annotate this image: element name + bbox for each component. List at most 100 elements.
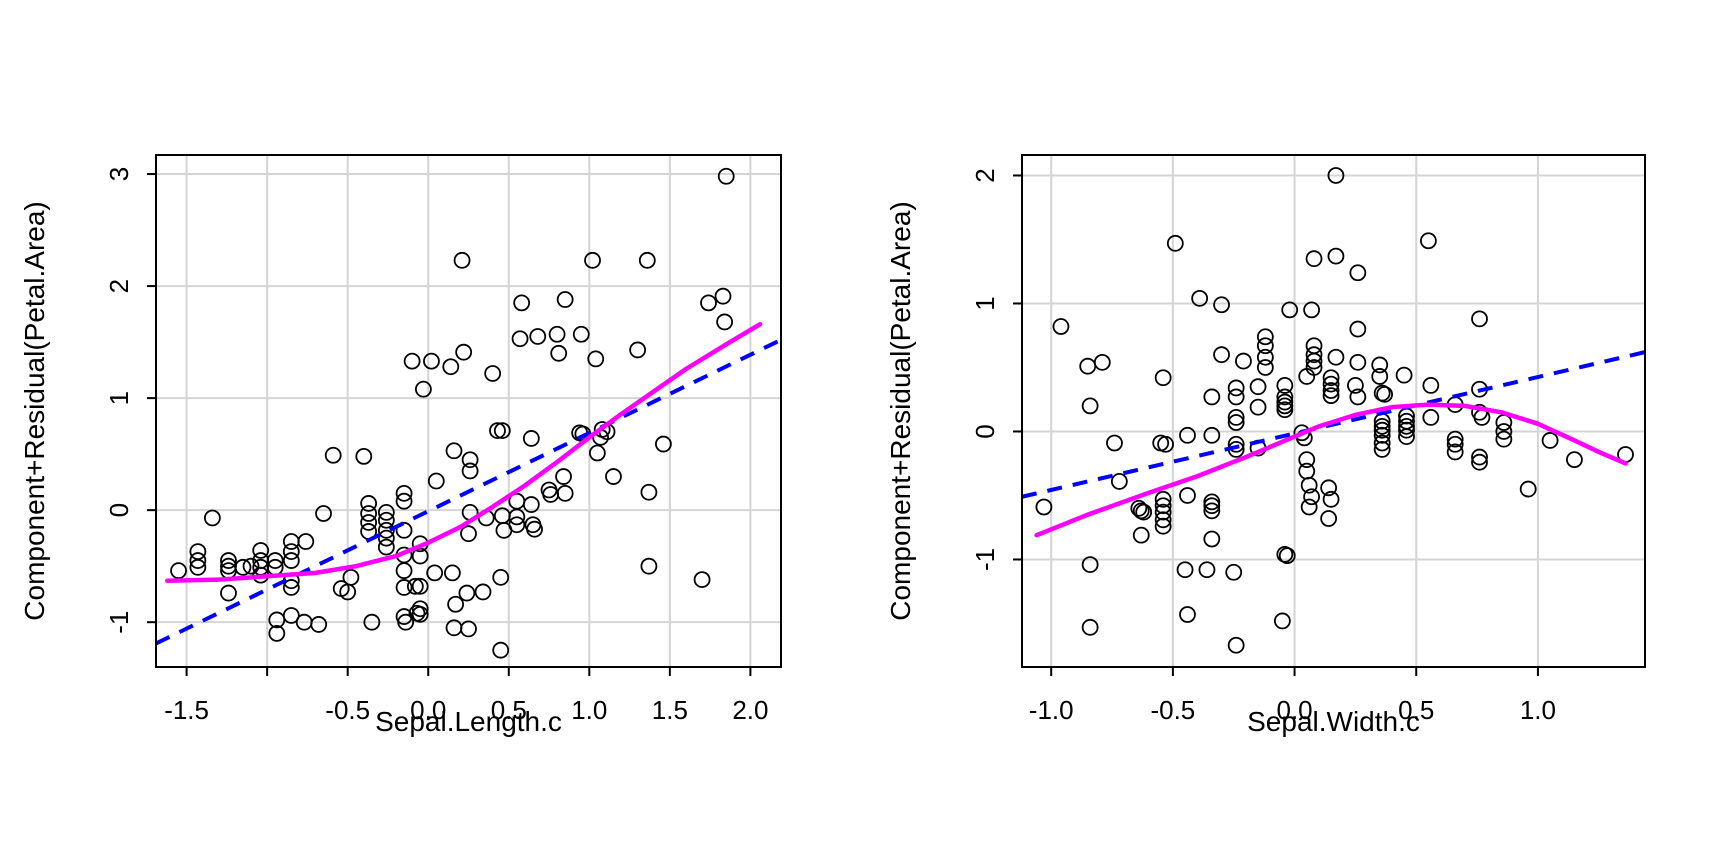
data-point [268,624,286,642]
data-point [377,503,395,521]
data-point [529,328,547,345]
data-point [556,291,574,308]
data-point [403,352,421,370]
x-tick-label: 0.5 [491,695,527,725]
data-point [1130,499,1148,517]
data-point [397,613,415,631]
data-point [458,584,476,602]
data-point [588,444,606,462]
data-point [360,495,378,512]
data-point [411,605,429,623]
data-point [1132,526,1150,544]
data-point [377,521,395,539]
data-point [411,600,429,618]
data-point [324,446,342,464]
data-point [377,529,395,547]
data-point [1519,480,1537,498]
data-point [1176,561,1194,579]
data-point [1154,497,1172,515]
data-point [1256,337,1274,355]
y-axis-title: Component+Residual(Petal.Area) [19,201,50,620]
data-point [1471,453,1488,471]
least-squares-line [155,338,782,646]
data-point [1227,408,1245,426]
data-point [1420,232,1437,250]
data-point [700,294,717,312]
data-point [1320,479,1338,497]
data-point [1198,561,1216,579]
data-point [1235,352,1252,370]
data-point [1566,451,1583,469]
data-point [522,496,540,513]
data-point [587,350,605,368]
data-point [1446,435,1464,453]
data-point [1273,612,1291,630]
data-point [1276,376,1294,394]
data-point [297,533,315,550]
data-point [395,579,413,596]
data-point [414,380,432,398]
data-point [1227,636,1245,654]
data-point [693,571,711,589]
data-point [1398,421,1415,439]
data-point [1298,368,1316,385]
data-point [1079,357,1097,375]
data-point [1081,397,1099,415]
data-point [445,442,463,460]
data-point [716,313,734,331]
data-point [1300,498,1318,516]
x-tick-label: -0.5 [1150,695,1195,725]
data-point [638,251,656,269]
data-point [1322,387,1340,405]
data-point [1227,435,1245,453]
data-point [1281,301,1299,319]
x-tick-label: 1.5 [652,695,688,725]
data-point [714,287,732,305]
data-point [310,616,328,633]
y-axis-title: Component+Residual(Petal.Area) [885,201,916,620]
data-point [1495,414,1513,431]
data-point [1256,359,1274,376]
data-point [395,492,413,510]
data-point [1179,426,1196,444]
x-tick-label: -0.5 [325,695,370,725]
data-point [189,558,207,576]
data-point [629,341,647,359]
data-point [1373,440,1391,458]
y-tick-label: 3 [104,167,134,181]
data-point [423,352,440,370]
data-point [1373,421,1391,439]
data-point [1249,398,1267,416]
cr-plot-sepal-width-c: -1.0 -0.5 0.0 0.5 1.0 -1 0 1 2 Sepal.Width.c Compo… [885,154,1646,737]
data-point [1373,417,1391,435]
loess-smooth-line [165,321,763,583]
data-point [511,330,529,348]
data-point [508,516,526,534]
data-point [203,509,221,527]
data-point [1213,346,1230,364]
data-point [1320,510,1338,527]
x-tick-label: 1.0 [1520,695,1556,725]
data-point [1093,353,1111,371]
data-point [1305,352,1323,370]
data-point [1327,167,1345,184]
data-point [442,358,460,376]
data-point [1081,618,1099,636]
data-point [170,562,187,580]
data-point [1347,376,1364,394]
data-point [1322,369,1340,387]
x-tick-label: 0.5 [1398,695,1434,725]
data-point [395,484,413,502]
data-point [1349,264,1367,282]
data-point [1179,487,1196,504]
data-point [1305,250,1323,268]
data-point [282,579,300,596]
data-point [1446,443,1464,461]
data-point [1371,356,1389,374]
data-point [1166,234,1184,252]
data-point [640,483,658,501]
data-point [1373,434,1391,452]
data-point [492,568,510,586]
x-tick-label: -1.5 [164,695,209,725]
